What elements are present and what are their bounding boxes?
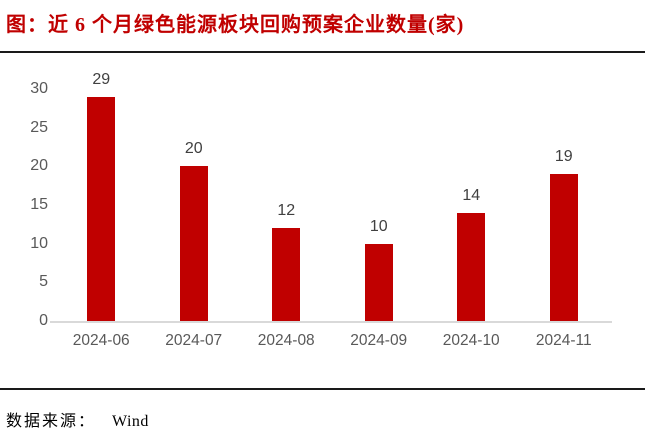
y-axis-tick-label: 20 xyxy=(30,157,48,175)
bar-value-label: 19 xyxy=(554,148,573,166)
y-axis-tick-label: 0 xyxy=(39,312,48,329)
x-axis-tick-label: 2024-06 xyxy=(72,332,130,349)
bar-chart: 0 5 10 15 20 25 30 29 2024-06 20 2024-07 12 2024-08 1… xyxy=(0,60,645,360)
bar-value-label: 29 xyxy=(92,70,111,88)
data-source-label: 数据来源： xyxy=(6,413,97,430)
footer-divider-line xyxy=(0,388,645,390)
bar-value-label: 20 xyxy=(184,140,203,158)
bar-2024-09 xyxy=(364,243,393,321)
y-axis-tick-label: 5 xyxy=(39,273,48,291)
bar-value-label: 10 xyxy=(369,217,388,235)
x-axis-tick-label: 2024-07 xyxy=(165,332,223,349)
y-axis-tick-label: 15 xyxy=(30,196,48,213)
y-axis-tick-label: 10 xyxy=(30,234,48,252)
bar-2024-10 xyxy=(457,212,486,321)
data-source: 数据来源： Wind xyxy=(6,407,149,431)
x-axis-tick-label: 2024-08 xyxy=(257,332,315,349)
y-axis-tick-label: 25 xyxy=(30,118,48,136)
title-divider-line xyxy=(0,51,645,53)
y-axis-tick-label: 30 xyxy=(30,80,48,97)
x-axis-tick-label: 2024-10 xyxy=(442,332,500,349)
bar-2024-06 xyxy=(87,96,116,321)
x-axis-tick-label: 2024-09 xyxy=(350,332,408,349)
bar-2024-11 xyxy=(549,174,578,321)
x-axis-line xyxy=(50,321,612,323)
figure-title: 图：近 6 个月绿色能源板块回购预案企业数量(家) xyxy=(6,14,465,36)
data-source-value: Wind xyxy=(112,413,149,430)
bar-2024-08 xyxy=(272,228,301,321)
bar-2024-07 xyxy=(179,166,208,321)
x-axis-tick-label: 2024-11 xyxy=(535,332,592,349)
bar-value-label: 14 xyxy=(462,186,481,204)
bar-value-label: 12 xyxy=(277,202,296,220)
